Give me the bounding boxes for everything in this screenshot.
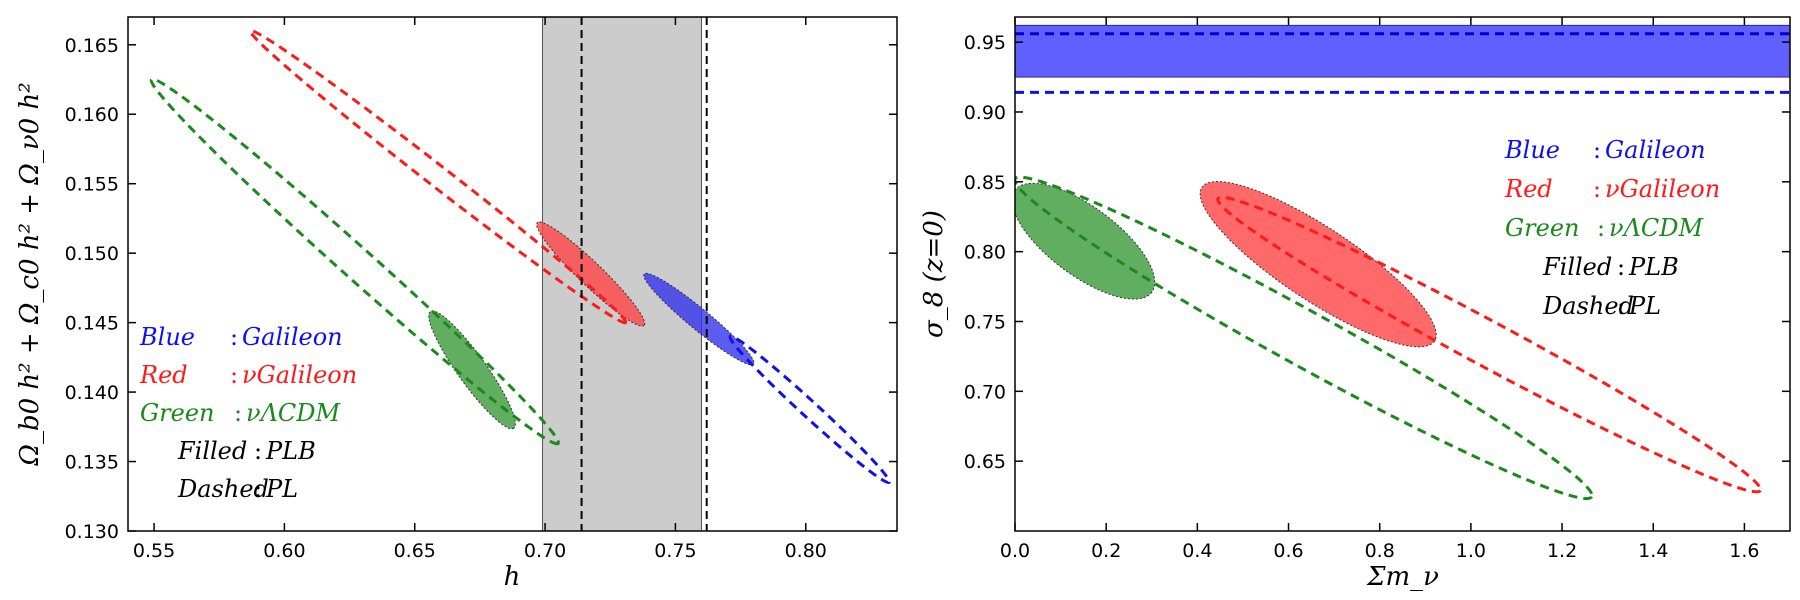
left-legend-value: PLB [265,437,316,465]
left-legend-sep: : [234,399,242,427]
right-legend-value: νΛCDM [1609,214,1705,242]
left-legend-key: Filled [177,437,247,465]
right-legend-sep: : [1617,253,1625,281]
right-ylabel: σ_8 (z=0) [919,210,949,338]
right-legend-entry: Filled: PLB [1542,253,1679,281]
right-legend-value: νGalileon [1605,175,1720,203]
left-legend-value: νΛCDM [246,399,342,427]
left-legend-value: νGalileon [242,361,357,389]
left-chart: h Ω_b0 h² + Ω_c0 h² + Ω_ν0 h² 0.55 0.60 0.… [15,16,898,592]
left-legend-sep: : [254,475,262,503]
right-xtick-label: 1.4 [1638,540,1668,562]
left-xtick-label: 0.70 [524,540,566,562]
right-ytick-label: 0.85 [964,172,1006,194]
left-legend-entry: Blue: Galileon [139,323,343,351]
right-xtick-label: 0.6 [1273,540,1303,562]
left-ytick-label: 0.160 [65,104,119,126]
right-ytick-label: 0.90 [964,102,1006,124]
left-xlabel: h [504,562,521,592]
left-ylabel: Ω_b0 h² + Ω_c0 h² + Ω_ν0 h² [15,82,45,466]
right-ytick-label: 0.80 [964,242,1006,264]
left-ytick-label: 0.135 [65,452,119,474]
left-xtick-label: 0.60 [263,540,305,562]
left-legend-value: Galileon [242,323,343,351]
right-xtick-label: 0.0 [1000,540,1030,562]
right-legend-entry: Red: νGalileon [1504,175,1720,203]
left-xtick-label: 0.55 [133,540,175,562]
left-ytick-label: 0.155 [65,174,119,196]
right-legend-entry: Dashed: PL [1542,292,1661,320]
right-legend-entry: Blue: Galileon [1504,136,1706,164]
left-legend-entry: Filled: PLB [177,437,316,465]
right-ticks: 0.0 0.2 0.4 0.6 0.8 1.0 1.2 1.4 1.6 0.65 0.70 0.75 0… [964,17,1790,562]
left-plot-frame [127,16,898,532]
right-xtick-label: 1.6 [1729,540,1759,562]
left-ytick-label: 0.145 [65,313,119,335]
left-legend-key: Red [139,361,188,389]
right-legend-value: PL [1628,292,1661,320]
left-xtick-label: 0.65 [394,540,436,562]
left-legend-sep: : [230,323,238,351]
left-plot-area [149,17,891,531]
right-legend-sep: : [1593,175,1601,203]
right-xtick-label: 0.4 [1182,540,1212,562]
right-xtick-label: 0.2 [1091,540,1121,562]
right-xtick-label: 1.2 [1547,540,1577,562]
right-legend-key: Green [1505,214,1580,242]
right-legend-key: Filled [1542,253,1612,281]
right-legend-key: Red [1504,175,1553,203]
right-ellipse-green-cdm-plb [1015,182,1156,300]
left-ticks: 0.55 0.60 0.65 0.70 0.75 0.80 0.130 0.135 0.140 0… [65,17,897,562]
right-xtick-label: 0.8 [1365,540,1395,562]
left-ytick-label: 0.165 [65,35,119,57]
right-ytick-label: 0.65 [964,451,1006,473]
right-ytick-label: 0.95 [964,32,1006,54]
left-legend-value: PL [265,475,298,503]
right-legend-key: Blue [1504,136,1560,164]
left-legend-sep: : [254,437,262,465]
right-ytick-label: 0.75 [964,311,1006,333]
left-xtick-label: 0.80 [785,540,827,562]
left-ytick-label: 0.150 [65,243,119,265]
left-prior-band [541,17,702,531]
left-legend-entry: Red: νGalileon [139,361,357,389]
left-marks [149,17,891,531]
right-ytick-label: 0.70 [964,381,1006,403]
right-plot-frame [1014,16,1791,532]
right-legend-sep: : [1597,214,1605,242]
left-ytick-label: 0.130 [65,521,119,543]
left-legend-key: Green [140,399,215,427]
right-legend-sep: : [1617,292,1625,320]
right-chart: Σm_ν σ_8 (z=0) 0.0 0.2 0.4 0.6 0.8 1.0 1.2 1.4 1… [919,16,1791,592]
left-legend-key: Blue [139,323,195,351]
right-legend-sep: : [1593,136,1601,164]
right-ellipse-green-cdm-pl [1015,175,1594,501]
left-ellipse-red-galileon-pl [248,29,628,325]
right-xtick-label: 1.0 [1456,540,1486,562]
right-legend-value: PLB [1628,253,1679,281]
right-legend-key: Dashed [1542,292,1634,320]
left-legend-entry: Green: νΛCDM [140,399,342,427]
left-ellipse-green-cdm-plb [428,310,516,430]
right-legend-entry: Green: νΛCDM [1505,214,1705,242]
left-ellipse-green-cdm-pl [149,77,560,446]
left-legend-key: Dashed [177,475,269,503]
left-legend-entry: Dashed: PL [177,475,298,503]
right-xlabel: Σm_ν [1366,562,1439,592]
left-ytick-label: 0.140 [65,382,119,404]
left-legend-sep: : [230,361,238,389]
right-plot-area [1015,24,1790,501]
right-legend-value: Galileon [1605,136,1706,164]
right-galileon-band [1015,24,1790,78]
left-ellipse-blue-galileon-pl [728,334,891,485]
left-xtick-label: 0.75 [654,540,696,562]
right-marks [1015,24,1790,501]
